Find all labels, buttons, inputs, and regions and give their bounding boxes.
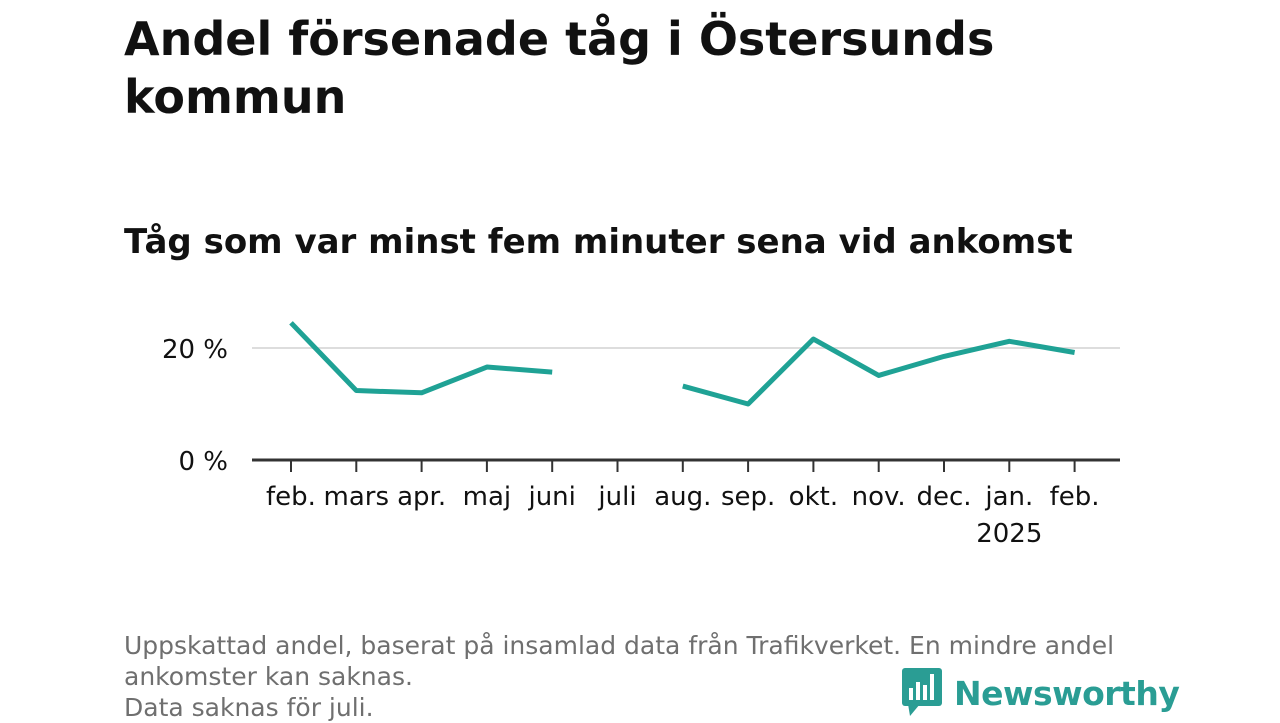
x-tick-label: feb. bbox=[266, 482, 316, 512]
x-tick-label: maj bbox=[463, 482, 511, 512]
y-tick-label: 20 % bbox=[162, 335, 228, 365]
x-tick-label: dec. bbox=[916, 482, 971, 512]
y-tick-label: 0 % bbox=[178, 447, 228, 477]
y-axis-labels: 0 % 20 % bbox=[162, 335, 228, 477]
x-tick-label: feb. bbox=[1050, 482, 1100, 512]
footnote: Uppskattad andel, baserat på insamlad da… bbox=[124, 630, 1164, 723]
x-axis-labels: feb. mars apr. maj juni juli aug. sep. okt. nov. d… bbox=[266, 482, 1100, 549]
x-tick-sublabel: 2025 bbox=[976, 519, 1042, 549]
x-tick-label: apr. bbox=[397, 482, 446, 512]
line-chart: 0 % 20 % feb. mars apr. maj juni juli aug. sep. o… bbox=[162, 321, 1120, 549]
x-axis bbox=[252, 458, 1120, 472]
x-tick-label: jan. bbox=[984, 482, 1033, 512]
x-tick-label: juni bbox=[527, 482, 575, 512]
series-lines bbox=[289, 321, 1076, 407]
chart-subtitle: Tåg som var minst fem minuter sena vid a… bbox=[124, 222, 1073, 262]
brand-logo: Newsworthy bbox=[902, 668, 1180, 718]
footnote-line: ankomster kan saknas. bbox=[124, 662, 413, 691]
x-tick-label: mars bbox=[324, 482, 390, 512]
series-line bbox=[289, 321, 553, 396]
chart-title: Andel försenade tåg i Östersunds kommun bbox=[124, 12, 995, 124]
x-tick-label: aug. bbox=[654, 482, 711, 512]
footnote-line: Uppskattad andel, baserat på insamlad da… bbox=[124, 631, 1115, 660]
newsworthy-logo-icon bbox=[902, 668, 942, 716]
footnote-line: Data saknas för juli. bbox=[124, 693, 374, 722]
x-tick-label: juli bbox=[597, 482, 636, 512]
x-tick-label: okt. bbox=[789, 482, 838, 512]
x-tick-label: nov. bbox=[852, 482, 906, 512]
series-line bbox=[682, 336, 1076, 407]
x-tick-label: sep. bbox=[721, 482, 775, 512]
brand-name: Newsworthy bbox=[954, 673, 1180, 713]
